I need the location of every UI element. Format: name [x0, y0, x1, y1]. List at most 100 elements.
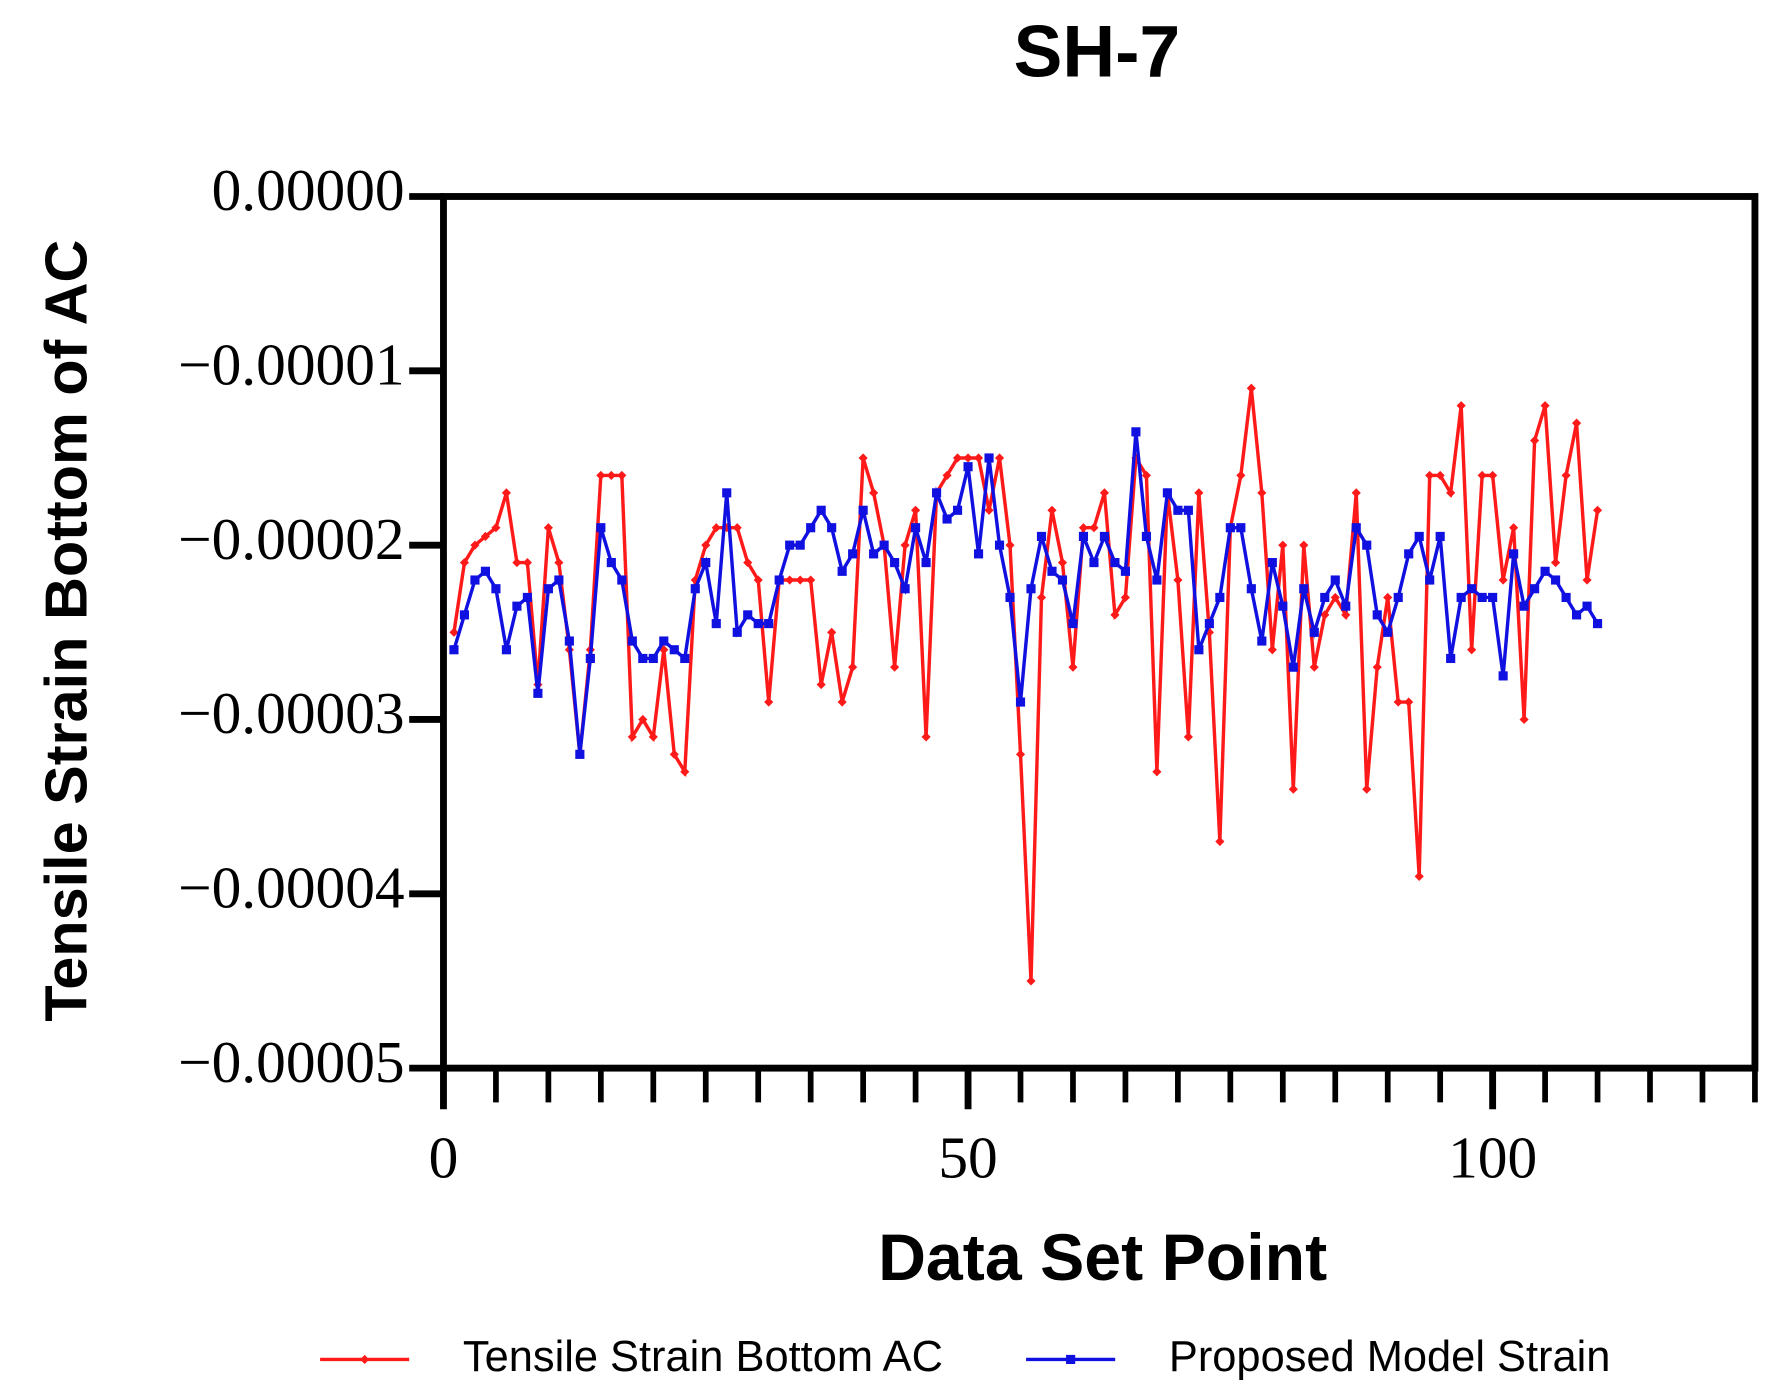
point — [795, 575, 805, 585]
point — [648, 732, 658, 742]
point — [1383, 592, 1393, 603]
point — [973, 549, 984, 559]
point — [1267, 645, 1277, 655]
point — [890, 662, 900, 672]
point — [858, 453, 868, 463]
y-tick-label: 0.00000 — [212, 157, 405, 223]
point — [1204, 619, 1214, 629]
point — [491, 584, 501, 594]
point — [1288, 662, 1298, 672]
point — [1477, 470, 1487, 480]
point — [785, 540, 795, 550]
point — [627, 732, 637, 742]
point — [1078, 523, 1089, 533]
point — [512, 558, 522, 568]
legend-label: Proposed Model Strain — [1169, 1333, 1611, 1381]
point — [501, 645, 511, 655]
point — [1299, 540, 1309, 550]
point — [942, 470, 952, 480]
point — [1467, 645, 1477, 655]
point — [1047, 505, 1057, 515]
point — [764, 619, 774, 629]
point — [1393, 697, 1403, 707]
point — [1309, 627, 1319, 637]
point — [1341, 610, 1351, 620]
point — [722, 488, 732, 498]
point — [1540, 401, 1550, 411]
point — [994, 453, 1005, 463]
point — [827, 523, 837, 533]
point — [869, 488, 879, 498]
point — [1435, 470, 1445, 480]
point — [932, 488, 942, 498]
point — [785, 575, 795, 585]
x-tick-label: 50 — [938, 1125, 997, 1191]
point — [470, 575, 480, 585]
y-axis-label: Tensile Strain Bottom of AC — [33, 240, 100, 1022]
point — [973, 453, 984, 463]
point — [680, 653, 690, 664]
point — [585, 653, 595, 664]
point — [1057, 575, 1068, 585]
point — [480, 531, 491, 542]
point — [1236, 470, 1246, 480]
point — [543, 523, 553, 533]
point — [1162, 488, 1172, 498]
point — [1057, 558, 1068, 568]
legend-marker — [360, 1354, 370, 1365]
y-tick-label: −0.00003 — [178, 680, 405, 746]
point — [1519, 714, 1529, 725]
point — [1509, 523, 1519, 533]
point — [1530, 584, 1540, 594]
legend-marker — [1066, 1354, 1076, 1365]
point — [1309, 662, 1319, 672]
point — [711, 523, 721, 533]
point — [1183, 505, 1193, 515]
point — [869, 549, 879, 559]
point — [1404, 697, 1414, 707]
point — [1288, 784, 1298, 794]
point — [596, 523, 606, 533]
point — [1551, 575, 1561, 585]
point — [638, 653, 648, 664]
point — [596, 470, 606, 480]
point — [659, 636, 669, 646]
point — [753, 619, 763, 629]
x-tick-label: 100 — [1448, 1125, 1537, 1191]
point — [1425, 470, 1435, 480]
point — [1582, 601, 1592, 611]
point — [732, 523, 742, 533]
chart-title: SH-7 — [1014, 11, 1181, 92]
point — [1089, 558, 1099, 568]
point — [848, 549, 858, 559]
point — [1467, 584, 1477, 594]
point — [1005, 540, 1015, 550]
point — [1152, 767, 1162, 777]
point — [1561, 470, 1571, 480]
point — [732, 627, 742, 637]
point — [575, 749, 585, 759]
point — [806, 523, 816, 533]
point — [1498, 671, 1508, 681]
point — [1414, 871, 1424, 881]
point — [1582, 575, 1592, 585]
point — [1183, 732, 1193, 742]
point — [1372, 610, 1382, 620]
point — [1026, 584, 1036, 594]
point — [1351, 523, 1361, 533]
point — [1561, 592, 1571, 603]
point — [669, 645, 679, 655]
point — [533, 688, 543, 698]
point — [911, 523, 921, 533]
point — [606, 470, 616, 480]
point — [1456, 592, 1466, 603]
point — [459, 610, 470, 620]
point — [543, 584, 553, 594]
point — [711, 619, 721, 629]
point — [501, 488, 511, 498]
point — [1540, 566, 1550, 576]
point — [1152, 575, 1162, 585]
point — [1173, 575, 1183, 585]
point — [449, 627, 459, 637]
point — [1592, 619, 1603, 629]
